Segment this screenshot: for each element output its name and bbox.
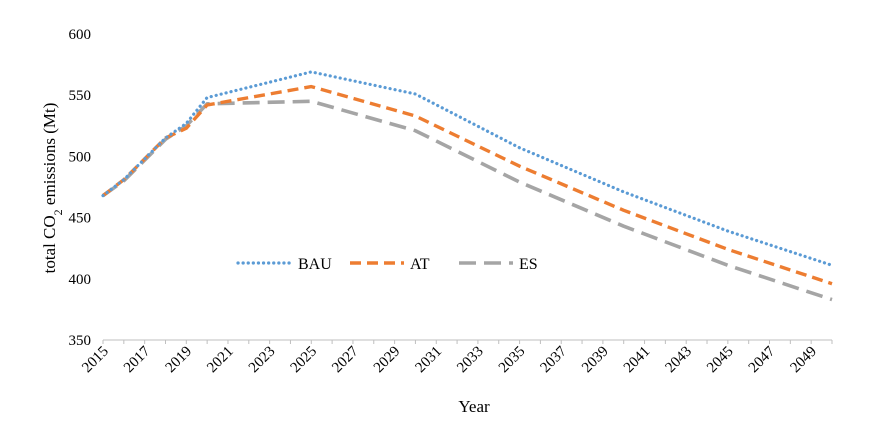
x-tick-label: 2027 [329, 343, 362, 376]
series-line-bau [101, 70, 834, 267]
x-axis-title: Year [458, 397, 490, 416]
x-tick-label: 2031 [413, 344, 446, 377]
x-tick-label: 2037 [538, 343, 571, 376]
x-tick-label: 2017 [121, 343, 154, 376]
x-tick-label: 2025 [288, 344, 321, 377]
x-tick-label: 2019 [163, 344, 196, 377]
x-tick-label: 2033 [454, 344, 487, 377]
x-tick-label: 2029 [371, 344, 404, 377]
legend-label-at: AT [410, 256, 430, 273]
x-tick-label: 2049 [787, 344, 820, 377]
series-lines [101, 70, 834, 302]
x-tick-label: 2035 [496, 344, 529, 377]
x-tick-label: 2021 [204, 344, 237, 377]
x-tick-labels: 2015 2017 2019 2021 2023 2025 2027 2029 2031 2033… [79, 343, 820, 376]
axes [102, 339, 833, 344]
y-tick-label: 600 [69, 27, 92, 43]
series-line-at [101, 84, 833, 286]
x-tick-label: 2023 [246, 344, 279, 377]
y-axis-title: total CO2 emissions (Mt) [40, 103, 65, 274]
y-tick-label: 550 [69, 88, 92, 104]
y-tick-label: 350 [69, 333, 92, 349]
x-tick-label: 2039 [579, 344, 612, 377]
y-tick-label: 400 [69, 272, 92, 288]
x-tick-label: 2043 [663, 344, 696, 377]
legend: BAU AT ES [236, 256, 538, 273]
y-tick-label: 500 [69, 149, 92, 165]
x-tick-label: 2041 [621, 344, 654, 377]
legend-label-es: ES [519, 256, 538, 273]
x-tick-label: 2045 [704, 344, 737, 377]
series-line-es [101, 99, 833, 302]
x-tick-label: 2047 [746, 343, 779, 376]
y-tick-labels: 350 400 450 500 550 600 [69, 27, 92, 349]
y-tick-label: 450 [69, 211, 92, 227]
legend-label-bau: BAU [298, 256, 332, 273]
